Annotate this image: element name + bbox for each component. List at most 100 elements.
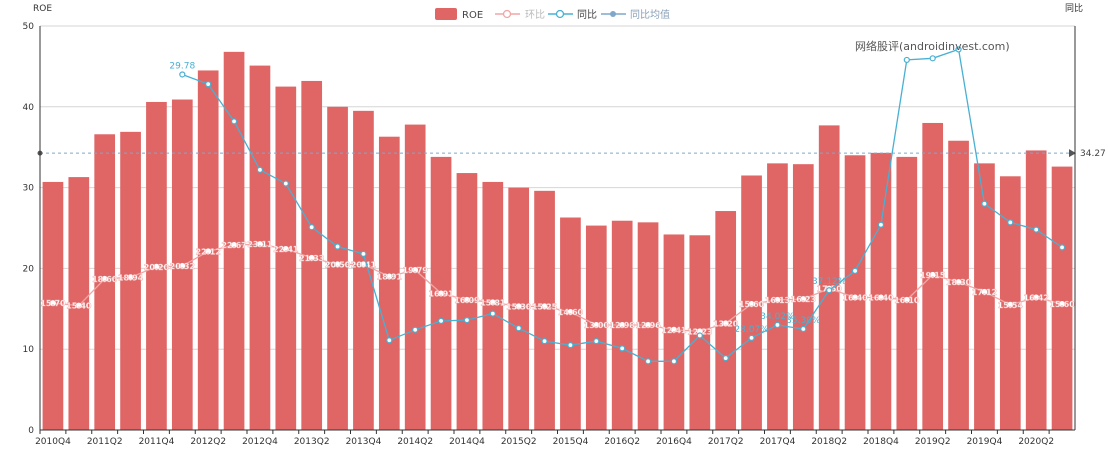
yoy-point-2020Q1 (1007, 219, 1014, 226)
x-tick-label-2019Q2: 2019Q2 (915, 437, 951, 447)
qoq-data-label-2011Q2: 18.60 (92, 275, 118, 284)
yoy-point-2012Q4 (256, 166, 264, 173)
bar-2014Q1 (378, 136, 400, 431)
qoq-point-2017Q4 (774, 296, 781, 303)
qoq-point-2013Q3 (334, 261, 341, 268)
bar-2019Q1 (896, 156, 918, 430)
qoq-data-label-2012Q1: 20.32 (170, 262, 195, 271)
qoq-data-label-2015Q1: 15.81 (480, 298, 506, 307)
yoy-point-2015Q4 (567, 342, 574, 349)
yoy-data-label-2018Q1: 35.30% (786, 316, 821, 326)
qoq-point-2014Q2 (412, 267, 419, 274)
bar-2020Q2 (1025, 150, 1047, 430)
qoq-data-label-2012Q4: 23.11 (247, 240, 273, 249)
qoq-point-2011Q3 (127, 274, 134, 281)
qoq-point-2013Q1 (282, 246, 289, 253)
yoy-point-2020Q3 (1058, 244, 1066, 251)
x-tick-label-2013Q2: 2013Q2 (294, 437, 330, 447)
qoq-data-label-2015Q4: 14.60 (558, 308, 584, 317)
yoy-point-2016Q4 (670, 358, 678, 365)
qoq-point-2018Q1 (800, 296, 807, 303)
legend-swatch-qoq[interactable] (495, 9, 520, 19)
qoq-point-2020Q3 (1059, 300, 1066, 307)
qoq-data-label-2014Q3: 16.91 (428, 289, 454, 298)
legend-swatch-roe[interactable] (435, 8, 457, 20)
yoy-point-2014Q2 (412, 326, 419, 333)
y-axis-left-title: ROE (33, 4, 52, 14)
bar-2013Q1 (275, 86, 297, 430)
qoq-point-2016Q1 (593, 321, 600, 328)
y-tick-label-0: 0 (28, 426, 34, 436)
yoy-data-label-2018Q2: 37.12% (812, 277, 847, 287)
qoq-point-2019Q1 (903, 296, 910, 303)
yoy-point-2016Q1 (593, 338, 600, 345)
bar-2013Q4 (353, 110, 374, 430)
yoy-point-2019Q4 (981, 200, 988, 207)
bar-2011Q3 (120, 131, 141, 430)
yoy-point-2020Q2 (1033, 226, 1040, 233)
yoy-average-line (37, 149, 1076, 158)
x-tick-label-2010Q4: 2010Q4 (35, 437, 71, 447)
x-tick-label-2015Q4: 2015Q4 (553, 437, 589, 447)
qoq-data-label-2017Q2: 13.20 (713, 319, 739, 328)
yoy-point-2014Q4 (463, 317, 471, 324)
qoq-point-2018Q4 (877, 294, 884, 301)
qoq-data-label-2018Q4: 16.40 (868, 293, 894, 302)
x-tick-label-2011Q2: 2011Q2 (87, 437, 123, 447)
qoq-point-2020Q1 (1007, 301, 1014, 308)
bar-2018Q4 (870, 152, 892, 430)
yoy-point-2016Q2 (619, 345, 626, 352)
bar-2013Q3 (327, 106, 348, 431)
qoq-data-label-2020Q2: 16.42 (1024, 293, 1049, 302)
yoy-point-2014Q1 (386, 337, 393, 344)
qoq-data-label-2017Q3: 15.60 (739, 300, 765, 309)
x-tick-label-2013Q4: 2013Q4 (346, 437, 382, 447)
qoq-point-2014Q1 (386, 273, 393, 280)
x-tick-label-2014Q2: 2014Q2 (397, 437, 433, 447)
legend-label-yoy-average[interactable]: 同比均值 (630, 8, 670, 21)
bar-2015Q3 (534, 190, 555, 430)
qoq-line-path (52, 243, 1063, 333)
qoq-point-2011Q4 (153, 263, 160, 270)
qoq-data-label-2016Q1: 13.00 (584, 321, 610, 330)
yoy-point-2017Q1 (696, 332, 703, 339)
yoy-point-2018Q1 (800, 325, 807, 333)
legend-swatch-yoy[interactable] (548, 9, 573, 19)
x-tick-label-2011Q4: 2011Q4 (139, 437, 175, 447)
qoq-data-label-2020Q1: 15.54 (998, 301, 1024, 310)
qoq-data-label-2019Q4: 17.12 (972, 288, 997, 297)
legend-label-roe[interactable]: ROE (462, 10, 483, 21)
yoy-data-label-2017Q3: 23.07% (734, 325, 769, 335)
qoq-point-2019Q2 (929, 271, 936, 278)
qoq-data-label-2019Q3: 18.30 (946, 278, 972, 287)
legend[interactable]: ROE 环比 同比 同比均值 (435, 8, 670, 21)
yoy-point-2018Q4 (877, 221, 885, 228)
yoy-point-2016Q3 (644, 358, 652, 365)
x-tick-label-2020Q2: 2020Q2 (1018, 437, 1054, 447)
qoq-data-label-2017Q1: 12.23 (687, 327, 712, 336)
y-tick-label-40: 40 (23, 103, 35, 113)
y-tick-label-10: 10 (23, 345, 35, 355)
bar-2018Q3 (844, 155, 866, 430)
qoq-data-label-2018Q1: 16.23 (791, 295, 816, 304)
yoy-point-2013Q3 (334, 243, 341, 250)
legend-swatch-yoy-average[interactable] (601, 11, 626, 17)
qoq-point-2015Q3 (541, 303, 548, 310)
x-tick-label-2018Q2: 2018Q2 (811, 437, 847, 447)
qoq-point-2012Q3 (231, 241, 238, 248)
qoq-data-label-2016Q4: 12.41 (661, 326, 687, 335)
y-tick-label-30: 30 (23, 184, 35, 194)
qoq-data-label-2015Q2: 15.30 (506, 302, 532, 311)
bar-2017Q4 (767, 163, 788, 431)
roe-bars (42, 51, 1073, 431)
qoq-point-2014Q3 (438, 290, 445, 297)
legend-label-yoy[interactable]: 同比 (577, 9, 597, 21)
y-tick-label-20: 20 (23, 264, 35, 274)
qoq-point-2012Q4 (256, 241, 263, 248)
qoq-point-2020Q2 (1033, 294, 1040, 301)
qoq-point-2017Q2 (722, 320, 729, 327)
bar-2012Q4 (249, 65, 271, 430)
legend-label-qoq[interactable]: 环比 (525, 9, 545, 21)
